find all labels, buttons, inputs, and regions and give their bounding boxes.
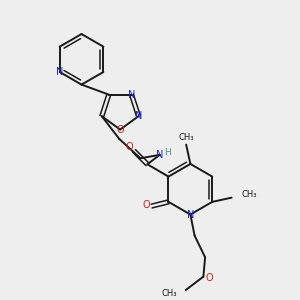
- Text: CH₃: CH₃: [161, 289, 177, 298]
- Text: O: O: [142, 200, 150, 210]
- Text: O: O: [205, 273, 213, 283]
- Text: N: N: [187, 209, 194, 220]
- Text: H: H: [164, 148, 171, 157]
- Text: CH₃: CH₃: [178, 133, 194, 142]
- Text: CH₃: CH₃: [242, 190, 257, 199]
- Text: N: N: [156, 150, 164, 160]
- Text: O: O: [116, 124, 124, 134]
- Text: N: N: [135, 111, 142, 121]
- Text: O: O: [125, 142, 133, 152]
- Text: N: N: [128, 90, 135, 100]
- Text: N: N: [56, 67, 63, 77]
